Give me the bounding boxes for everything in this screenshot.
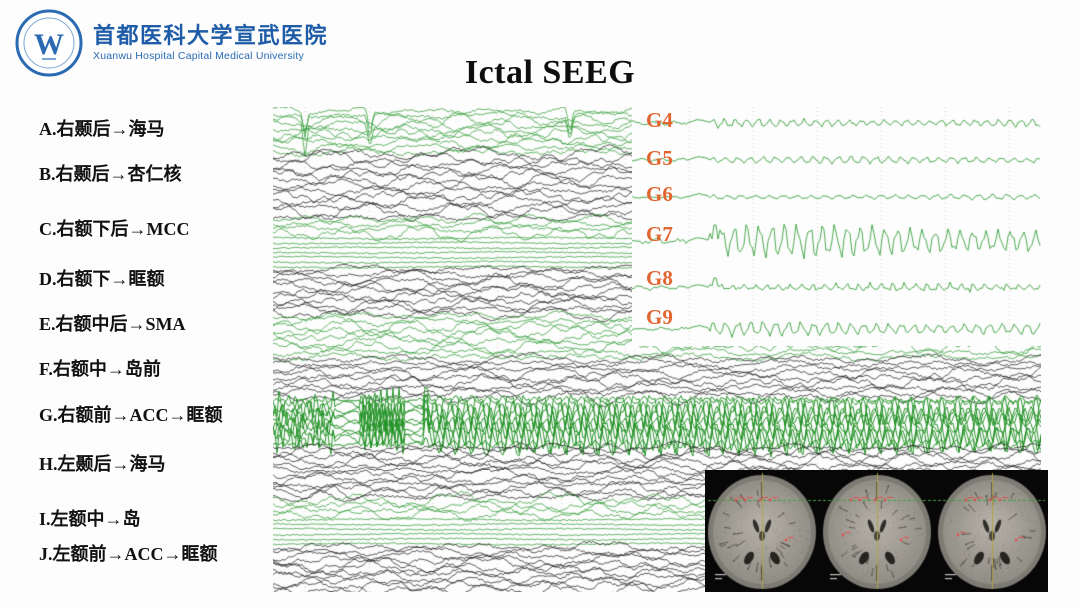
mri-axial-slice-3 <box>933 470 1047 592</box>
inset-channel-label-g7: G7 <box>646 222 673 246</box>
hospital-name-en: Xuanwu Hospital Capital Medical Universi… <box>93 50 304 62</box>
mri-canvas <box>705 470 1048 592</box>
mri-panel <box>705 470 1048 592</box>
legend-item-e: E.右额中后→SMA <box>39 314 186 334</box>
legend-item-d: D.右额下→眶额 <box>39 269 165 289</box>
inset-channel-label-g5: G5 <box>646 146 673 170</box>
legend-item-a: A.右颞后→海马 <box>39 119 165 139</box>
legend-item-h: H.左颞后→海马 <box>39 454 166 474</box>
legend-item-f: F.右额中→岛前 <box>39 359 161 379</box>
hospital-logo: W 首都医科大学宣武医院 Xuanwu Hospital Capital Med… <box>14 8 328 78</box>
inset-channel-label-g8: G8 <box>646 266 673 290</box>
mri-axial-slice-1 <box>705 470 819 592</box>
slide-title: Ictal SEEG <box>464 54 636 91</box>
inset-zoom-panel: G4 G5 G6 G7 G8 G9 <box>632 107 1041 346</box>
hospital-seal-icon: W <box>15 9 83 77</box>
inset-channel-label-g6: G6 <box>646 182 673 206</box>
inset-channel-label-g4: G4 <box>646 108 673 132</box>
electrode-legend: A.右颞后→海马 B.右颞后→杏仁核 C.右额下后→MCC D.右额下→眶额 E… <box>0 0 272 607</box>
legend-item-g: G.右额前→ACC→眶额 <box>39 405 223 425</box>
seal-letter: W <box>34 28 64 61</box>
mri-axial-slice-2 <box>819 470 933 592</box>
legend-item-i: I.左额中→岛 <box>39 509 141 529</box>
legend-item-c: C.右额下后→MCC <box>39 219 190 239</box>
inset-channel-label-g9: G9 <box>646 305 673 329</box>
inset-traces-canvas <box>632 107 1041 346</box>
legend-item-b: B.右颞后→杏仁核 <box>39 164 182 184</box>
legend-item-j: J.左额前→ACC→眶额 <box>39 544 218 564</box>
hospital-name-zh: 首都医科大学宣武医院 <box>93 23 329 48</box>
